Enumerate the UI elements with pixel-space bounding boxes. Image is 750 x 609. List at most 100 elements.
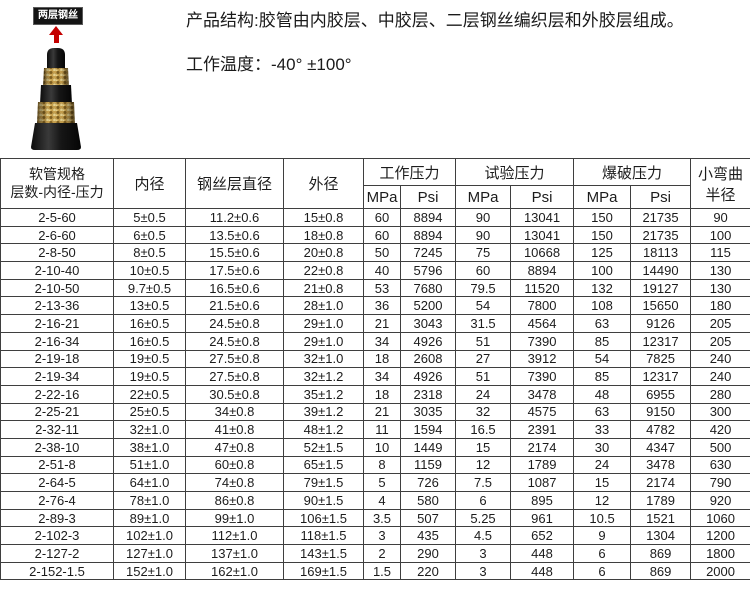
table-cell: 152±1.0 xyxy=(113,561,186,581)
table-cell: 86±0.8 xyxy=(185,491,284,510)
table-cell: 162±1.0 xyxy=(185,561,284,581)
table-cell: 10±0.5 xyxy=(113,261,186,280)
table-cell: 290 xyxy=(399,544,457,563)
table-cell: 869 xyxy=(630,544,692,563)
table-cell: 34 xyxy=(363,367,401,386)
table-row: 2-64-5 64±1.0 74±0.8 79±1.5 5 726 7.5 1087 15 217… xyxy=(0,473,750,492)
table-cell: 34±0.8 xyxy=(185,402,284,422)
table-cell: 500 xyxy=(690,437,750,457)
table-cell: 4 xyxy=(363,491,401,510)
table-row: 2-10-40 10±0.5 17.5±0.6 22±0.8 40 5796 60 8894 1… xyxy=(0,261,750,280)
table-cell: 22±0.5 xyxy=(113,384,186,404)
table-cell: 2-76-4 xyxy=(0,491,114,510)
table-cell: 1200 xyxy=(690,526,750,546)
col-header-bend-radius-line1: 小弯曲 xyxy=(698,165,744,183)
table-cell: 47±0.8 xyxy=(185,437,284,457)
table-cell: 60 xyxy=(363,225,401,245)
table-row: 2-22-16 22±0.5 30.5±0.8 35±1.2 18 2318 24 3478 4… xyxy=(0,384,750,404)
table-cell: 14490 xyxy=(630,261,692,280)
table-cell: 2-8-50 xyxy=(0,243,114,263)
table-cell: 15 xyxy=(455,437,512,457)
table-cell: 2-19-34 xyxy=(0,367,114,386)
table-cell: 2-25-21 xyxy=(0,402,114,422)
table-cell: 30.5±0.8 xyxy=(185,384,284,404)
table-cell: 220 xyxy=(399,561,457,581)
table-cell: 28±1.0 xyxy=(283,296,364,316)
table-cell: 2-89-3 xyxy=(0,508,114,528)
table-cell: 920 xyxy=(690,491,750,510)
table-cell: 3 xyxy=(455,561,512,581)
table-cell: 11520 xyxy=(510,278,575,298)
table-cell: 3043 xyxy=(399,314,457,333)
table-cell: 21 xyxy=(363,402,401,422)
table-cell: 51 xyxy=(455,331,512,351)
table-cell: 420 xyxy=(690,420,750,439)
table-cell: 21±0.8 xyxy=(283,278,364,298)
table-row: 2-76-4 78±1.0 86±0.8 90±1.5 4 580 6 895 12 1789 92… xyxy=(0,491,750,510)
col-header-test-pressure: 试验压力 xyxy=(455,158,575,186)
unit-header-mpa: MPa xyxy=(573,185,632,209)
table-cell: 2174 xyxy=(510,437,575,457)
table-cell: 24.5±0.8 xyxy=(185,314,284,333)
table-cell: 3912 xyxy=(510,349,575,369)
table-cell: 4.5 xyxy=(455,526,512,546)
table-cell: 90±1.5 xyxy=(283,491,364,510)
table-row: 2-51-8 51±1.0 60±0.8 65±1.5 8 1159 12 1789 24 347… xyxy=(0,455,750,475)
table-cell: 2-32-11 xyxy=(0,420,114,439)
table-row: 2-16-34 16±0.5 24.5±0.8 29±1.0 34 4926 51 7390 8… xyxy=(0,331,750,351)
col-header-spec-line2: 层数-内径-压力 xyxy=(10,183,104,200)
table-row: 2-6-60 6±0.5 13.5±0.6 18±0.8 60 8894 90 13041 15… xyxy=(0,225,750,245)
table-cell: 78±1.0 xyxy=(113,491,186,510)
table-cell: 3478 xyxy=(630,455,692,475)
table-cell: 13041 xyxy=(510,225,575,245)
table-cell: 2-51-8 xyxy=(0,455,114,475)
table-cell: 180 xyxy=(690,296,750,316)
table-cell: 2-10-40 xyxy=(0,261,114,280)
table-cell: 16±0.5 xyxy=(113,331,186,351)
table-cell: 118±1.5 xyxy=(283,526,364,546)
table-cell: 2-64-5 xyxy=(0,473,114,492)
table-cell: 48±1.2 xyxy=(283,420,364,439)
table-cell: 5796 xyxy=(399,261,457,280)
table-cell: 2-19-18 xyxy=(0,349,114,369)
table-cell: 1159 xyxy=(399,455,457,475)
table-cell: 112±1.0 xyxy=(185,526,284,546)
table-cell: 130 xyxy=(690,261,750,280)
table-cell: 448 xyxy=(510,561,575,581)
table-cell: 85 xyxy=(573,331,632,351)
table-cell: 2-6-60 xyxy=(0,225,114,245)
table-cell: 280 xyxy=(690,384,750,404)
table-cell: 32 xyxy=(455,402,512,422)
table-cell: 108 xyxy=(573,296,632,316)
table-cell: 19±0.5 xyxy=(113,349,186,369)
table-cell: 435 xyxy=(399,526,457,546)
table-cell: 3 xyxy=(363,526,401,546)
table-cell: 40 xyxy=(363,261,401,280)
table-cell: 51±1.0 xyxy=(113,455,186,475)
table-cell: 7245 xyxy=(399,243,457,263)
table-cell: 63 xyxy=(573,402,632,422)
table-cell: 12317 xyxy=(630,367,692,386)
table-cell: 115 xyxy=(690,243,750,263)
col-header-spec-line1: 软管规格 xyxy=(29,166,85,182)
table-cell: 21 xyxy=(363,314,401,333)
col-header-spec: 软管规格 层数-内径-压力 xyxy=(0,158,114,209)
table-cell: 100 xyxy=(690,225,750,245)
table-row: 2-89-3 89±1.0 99±1.0 106±1.5 3.5 507 5.25 961 10… xyxy=(0,508,750,528)
table-cell: 53 xyxy=(363,278,401,298)
table-cell: 31.5 xyxy=(455,314,512,333)
table-cell: 1.5 xyxy=(363,561,401,581)
table-cell: 85 xyxy=(573,367,632,386)
table-cell: 30 xyxy=(573,437,632,457)
unit-header-psi: Psi xyxy=(399,185,457,209)
table-cell: 29±1.0 xyxy=(283,331,364,351)
table-cell: 12317 xyxy=(630,331,692,351)
table-cell: 5200 xyxy=(399,296,457,316)
table-cell: 36 xyxy=(363,296,401,316)
table-cell: 32±1.0 xyxy=(283,349,364,369)
spec-table: 软管规格 层数-内径-压力 内径 钢丝层直径 外径 工作压力 试验压力 爆破压力… xyxy=(0,158,750,581)
table-cell: 60 xyxy=(455,261,512,280)
table-cell: 63 xyxy=(573,314,632,333)
table-cell: 39±1.2 xyxy=(283,402,364,422)
table-cell: 15 xyxy=(573,473,632,492)
